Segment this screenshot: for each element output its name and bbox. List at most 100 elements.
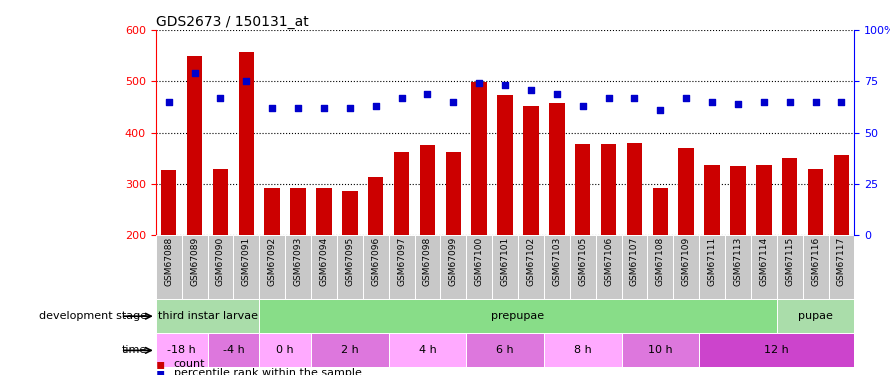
Bar [498, 94, 513, 235]
Bar [700, 235, 725, 299]
Text: ▪: ▪ [156, 366, 166, 375]
Text: GSM67103: GSM67103 [553, 237, 562, 286]
Bar [182, 235, 207, 299]
Bar [389, 235, 415, 299]
Bar [777, 299, 854, 333]
Text: GSM67098: GSM67098 [423, 237, 432, 286]
Point [446, 99, 460, 105]
Point [602, 95, 616, 101]
Bar [647, 235, 673, 299]
Text: count: count [174, 359, 205, 369]
Bar [808, 168, 823, 235]
Bar [595, 235, 621, 299]
Bar [601, 144, 617, 235]
Point [705, 99, 719, 105]
Bar [213, 168, 228, 235]
Text: ▪: ▪ [156, 357, 166, 371]
Point [756, 99, 771, 105]
Text: 8 h: 8 h [574, 345, 592, 355]
Bar [803, 235, 829, 299]
Bar [207, 235, 233, 299]
Text: GSM67117: GSM67117 [837, 237, 846, 286]
Bar [156, 299, 259, 333]
Point [808, 99, 822, 105]
Text: GSM67107: GSM67107 [630, 237, 639, 286]
Bar [704, 165, 720, 235]
Bar [466, 235, 492, 299]
Text: GSM67100: GSM67100 [474, 237, 483, 286]
Point [394, 95, 409, 101]
Text: GDS2673 / 150131_at: GDS2673 / 150131_at [156, 15, 309, 29]
Bar [259, 235, 285, 299]
Bar [290, 188, 306, 235]
Text: GSM67115: GSM67115 [785, 237, 794, 286]
Bar [751, 235, 777, 299]
Bar [239, 51, 254, 235]
Text: GSM67099: GSM67099 [449, 237, 457, 286]
Bar [549, 104, 564, 235]
Text: GSM67116: GSM67116 [811, 237, 820, 286]
Bar [363, 235, 389, 299]
Point [498, 82, 513, 88]
Text: GSM67106: GSM67106 [604, 237, 613, 286]
Point [162, 99, 176, 105]
Text: GSM67090: GSM67090 [216, 237, 225, 286]
Bar [207, 333, 259, 368]
Text: GSM67088: GSM67088 [164, 237, 174, 286]
Bar [415, 235, 441, 299]
Bar [673, 235, 700, 299]
Bar [466, 333, 544, 368]
Bar [161, 170, 176, 235]
Bar [472, 82, 487, 235]
Bar [621, 235, 647, 299]
Text: GSM67095: GSM67095 [345, 237, 354, 286]
Bar [389, 333, 466, 368]
Point [343, 105, 357, 111]
Text: GSM67091: GSM67091 [242, 237, 251, 286]
Bar [342, 191, 358, 235]
Bar [233, 235, 259, 299]
Bar [777, 235, 803, 299]
Text: GSM67094: GSM67094 [320, 237, 328, 286]
Point [420, 91, 434, 97]
Bar [441, 235, 466, 299]
Bar [834, 154, 849, 235]
Bar [544, 235, 570, 299]
Bar [156, 333, 207, 368]
Bar [368, 177, 384, 235]
Point [188, 70, 202, 76]
Point [782, 99, 797, 105]
Bar [285, 235, 311, 299]
Text: 12 h: 12 h [765, 345, 789, 355]
Bar [782, 158, 797, 235]
Text: -4 h: -4 h [222, 345, 244, 355]
Text: GSM67111: GSM67111 [708, 237, 716, 286]
Bar [678, 148, 694, 235]
Bar [627, 143, 643, 235]
Point [679, 95, 693, 101]
Bar [756, 165, 772, 235]
Bar [337, 235, 363, 299]
Point [265, 105, 279, 111]
Text: GSM67101: GSM67101 [500, 237, 510, 286]
Text: 6 h: 6 h [497, 345, 514, 355]
Bar [725, 235, 751, 299]
Bar [523, 106, 538, 235]
Bar [259, 333, 311, 368]
Bar [264, 188, 280, 235]
Point [627, 95, 642, 101]
Text: 10 h: 10 h [648, 345, 673, 355]
Text: percentile rank within the sample: percentile rank within the sample [174, 368, 361, 375]
Bar [730, 166, 746, 235]
Point [550, 91, 564, 97]
Text: GSM67114: GSM67114 [759, 237, 768, 286]
Bar [575, 144, 590, 235]
Point [239, 78, 254, 84]
Bar [700, 333, 854, 368]
Text: GSM67109: GSM67109 [682, 237, 691, 286]
Text: GSM67113: GSM67113 [733, 237, 742, 286]
Text: GSM67096: GSM67096 [371, 237, 380, 286]
Bar [446, 152, 461, 235]
Text: development stage: development stage [39, 311, 147, 321]
Text: GSM67102: GSM67102 [527, 237, 536, 286]
